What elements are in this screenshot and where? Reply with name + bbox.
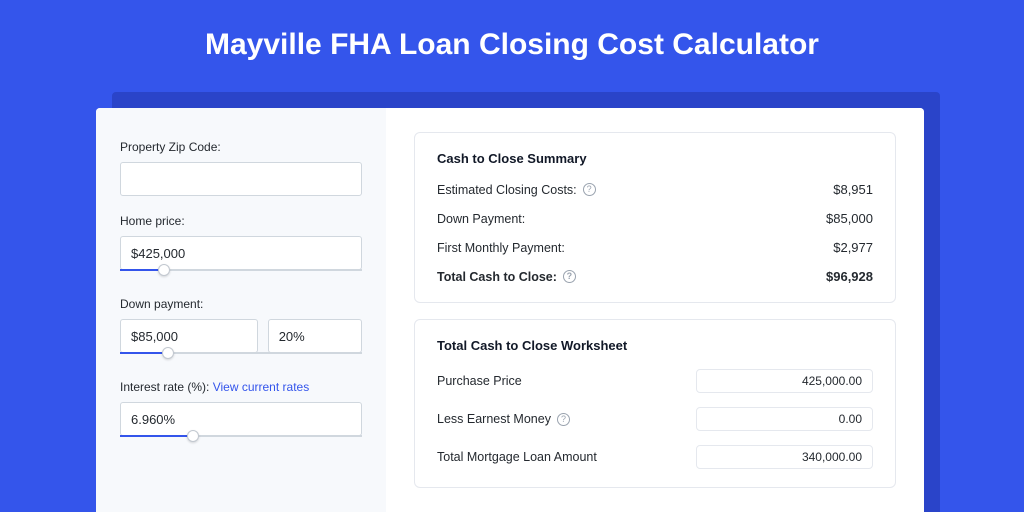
interest-field-group: Interest rate (%): View current rates — [120, 380, 362, 445]
down-payment-row — [120, 319, 362, 353]
summary-section: Cash to Close Summary Estimated Closing … — [414, 132, 896, 303]
slider-fill — [120, 352, 168, 354]
worksheet-title: Total Cash to Close Worksheet — [437, 338, 873, 353]
view-rates-link[interactable]: View current rates — [213, 380, 310, 394]
results-pane: Cash to Close Summary Estimated Closing … — [386, 108, 924, 512]
summary-row-label-text: Estimated Closing Costs: — [437, 183, 577, 197]
slider-thumb[interactable] — [162, 347, 174, 359]
summary-total-label-text: Total Cash to Close: — [437, 270, 557, 284]
summary-row: Estimated Closing Costs: ? $8,951 — [437, 182, 873, 197]
zip-field-group: Property Zip Code: — [120, 140, 362, 196]
worksheet-row: Purchase Price — [437, 369, 873, 393]
home-price-slider[interactable] — [120, 269, 362, 279]
worksheet-row: Total Mortgage Loan Amount — [437, 445, 873, 469]
interest-input[interactable] — [120, 402, 362, 436]
summary-row-label-text: First Monthly Payment: — [437, 241, 565, 255]
help-icon[interactable]: ? — [563, 270, 576, 283]
summary-row-label: Estimated Closing Costs: ? — [437, 183, 596, 197]
down-payment-slider[interactable] — [120, 352, 362, 362]
worksheet-row-label-text: Purchase Price — [437, 374, 522, 388]
slider-thumb[interactable] — [158, 264, 170, 276]
down-payment-label: Down payment: — [120, 297, 362, 311]
summary-row-value: $85,000 — [826, 211, 873, 226]
help-icon[interactable]: ? — [583, 183, 596, 196]
slider-fill — [120, 435, 193, 437]
zip-input[interactable] — [120, 162, 362, 196]
summary-row: Down Payment: $85,000 — [437, 211, 873, 226]
slider-thumb[interactable] — [187, 430, 199, 442]
worksheet-row-label-text: Less Earnest Money — [437, 412, 551, 426]
page-title: Mayville FHA Loan Closing Cost Calculato… — [0, 0, 1024, 62]
interest-label: Interest rate (%): View current rates — [120, 380, 362, 394]
worksheet-row-input[interactable] — [696, 407, 873, 431]
calculator-card: Property Zip Code: Home price: Down paym… — [96, 108, 924, 512]
down-payment-pct-input[interactable] — [268, 319, 362, 353]
worksheet-section: Total Cash to Close Worksheet Purchase P… — [414, 319, 896, 488]
inputs-pane: Property Zip Code: Home price: Down paym… — [96, 108, 386, 512]
down-payment-input[interactable] — [120, 319, 258, 353]
worksheet-row-label: Purchase Price — [437, 374, 522, 388]
summary-row-label: Down Payment: — [437, 212, 525, 226]
page-root: Mayville FHA Loan Closing Cost Calculato… — [0, 0, 1024, 512]
summary-total-label: Total Cash to Close: ? — [437, 270, 576, 284]
worksheet-row: Less Earnest Money ? — [437, 407, 873, 431]
down-payment-field-group: Down payment: — [120, 297, 362, 362]
worksheet-row-input[interactable] — [696, 369, 873, 393]
worksheet-row-label: Less Earnest Money ? — [437, 412, 570, 426]
summary-row-label: First Monthly Payment: — [437, 241, 565, 255]
worksheet-row-label-text: Total Mortgage Loan Amount — [437, 450, 597, 464]
home-price-input[interactable] — [120, 236, 362, 270]
summary-total-value: $96,928 — [826, 269, 873, 284]
zip-label: Property Zip Code: — [120, 140, 362, 154]
worksheet-row-label: Total Mortgage Loan Amount — [437, 450, 597, 464]
summary-row-value: $8,951 — [833, 182, 873, 197]
summary-row-label-text: Down Payment: — [437, 212, 525, 226]
summary-total-row: Total Cash to Close: ? $96,928 — [437, 269, 873, 284]
summary-row-value: $2,977 — [833, 240, 873, 255]
summary-title: Cash to Close Summary — [437, 151, 873, 166]
worksheet-row-input[interactable] — [696, 445, 873, 469]
summary-row: First Monthly Payment: $2,977 — [437, 240, 873, 255]
home-price-field-group: Home price: — [120, 214, 362, 279]
interest-slider[interactable] — [120, 435, 362, 445]
home-price-label: Home price: — [120, 214, 362, 228]
help-icon[interactable]: ? — [557, 413, 570, 426]
interest-label-text: Interest rate (%): — [120, 380, 209, 394]
